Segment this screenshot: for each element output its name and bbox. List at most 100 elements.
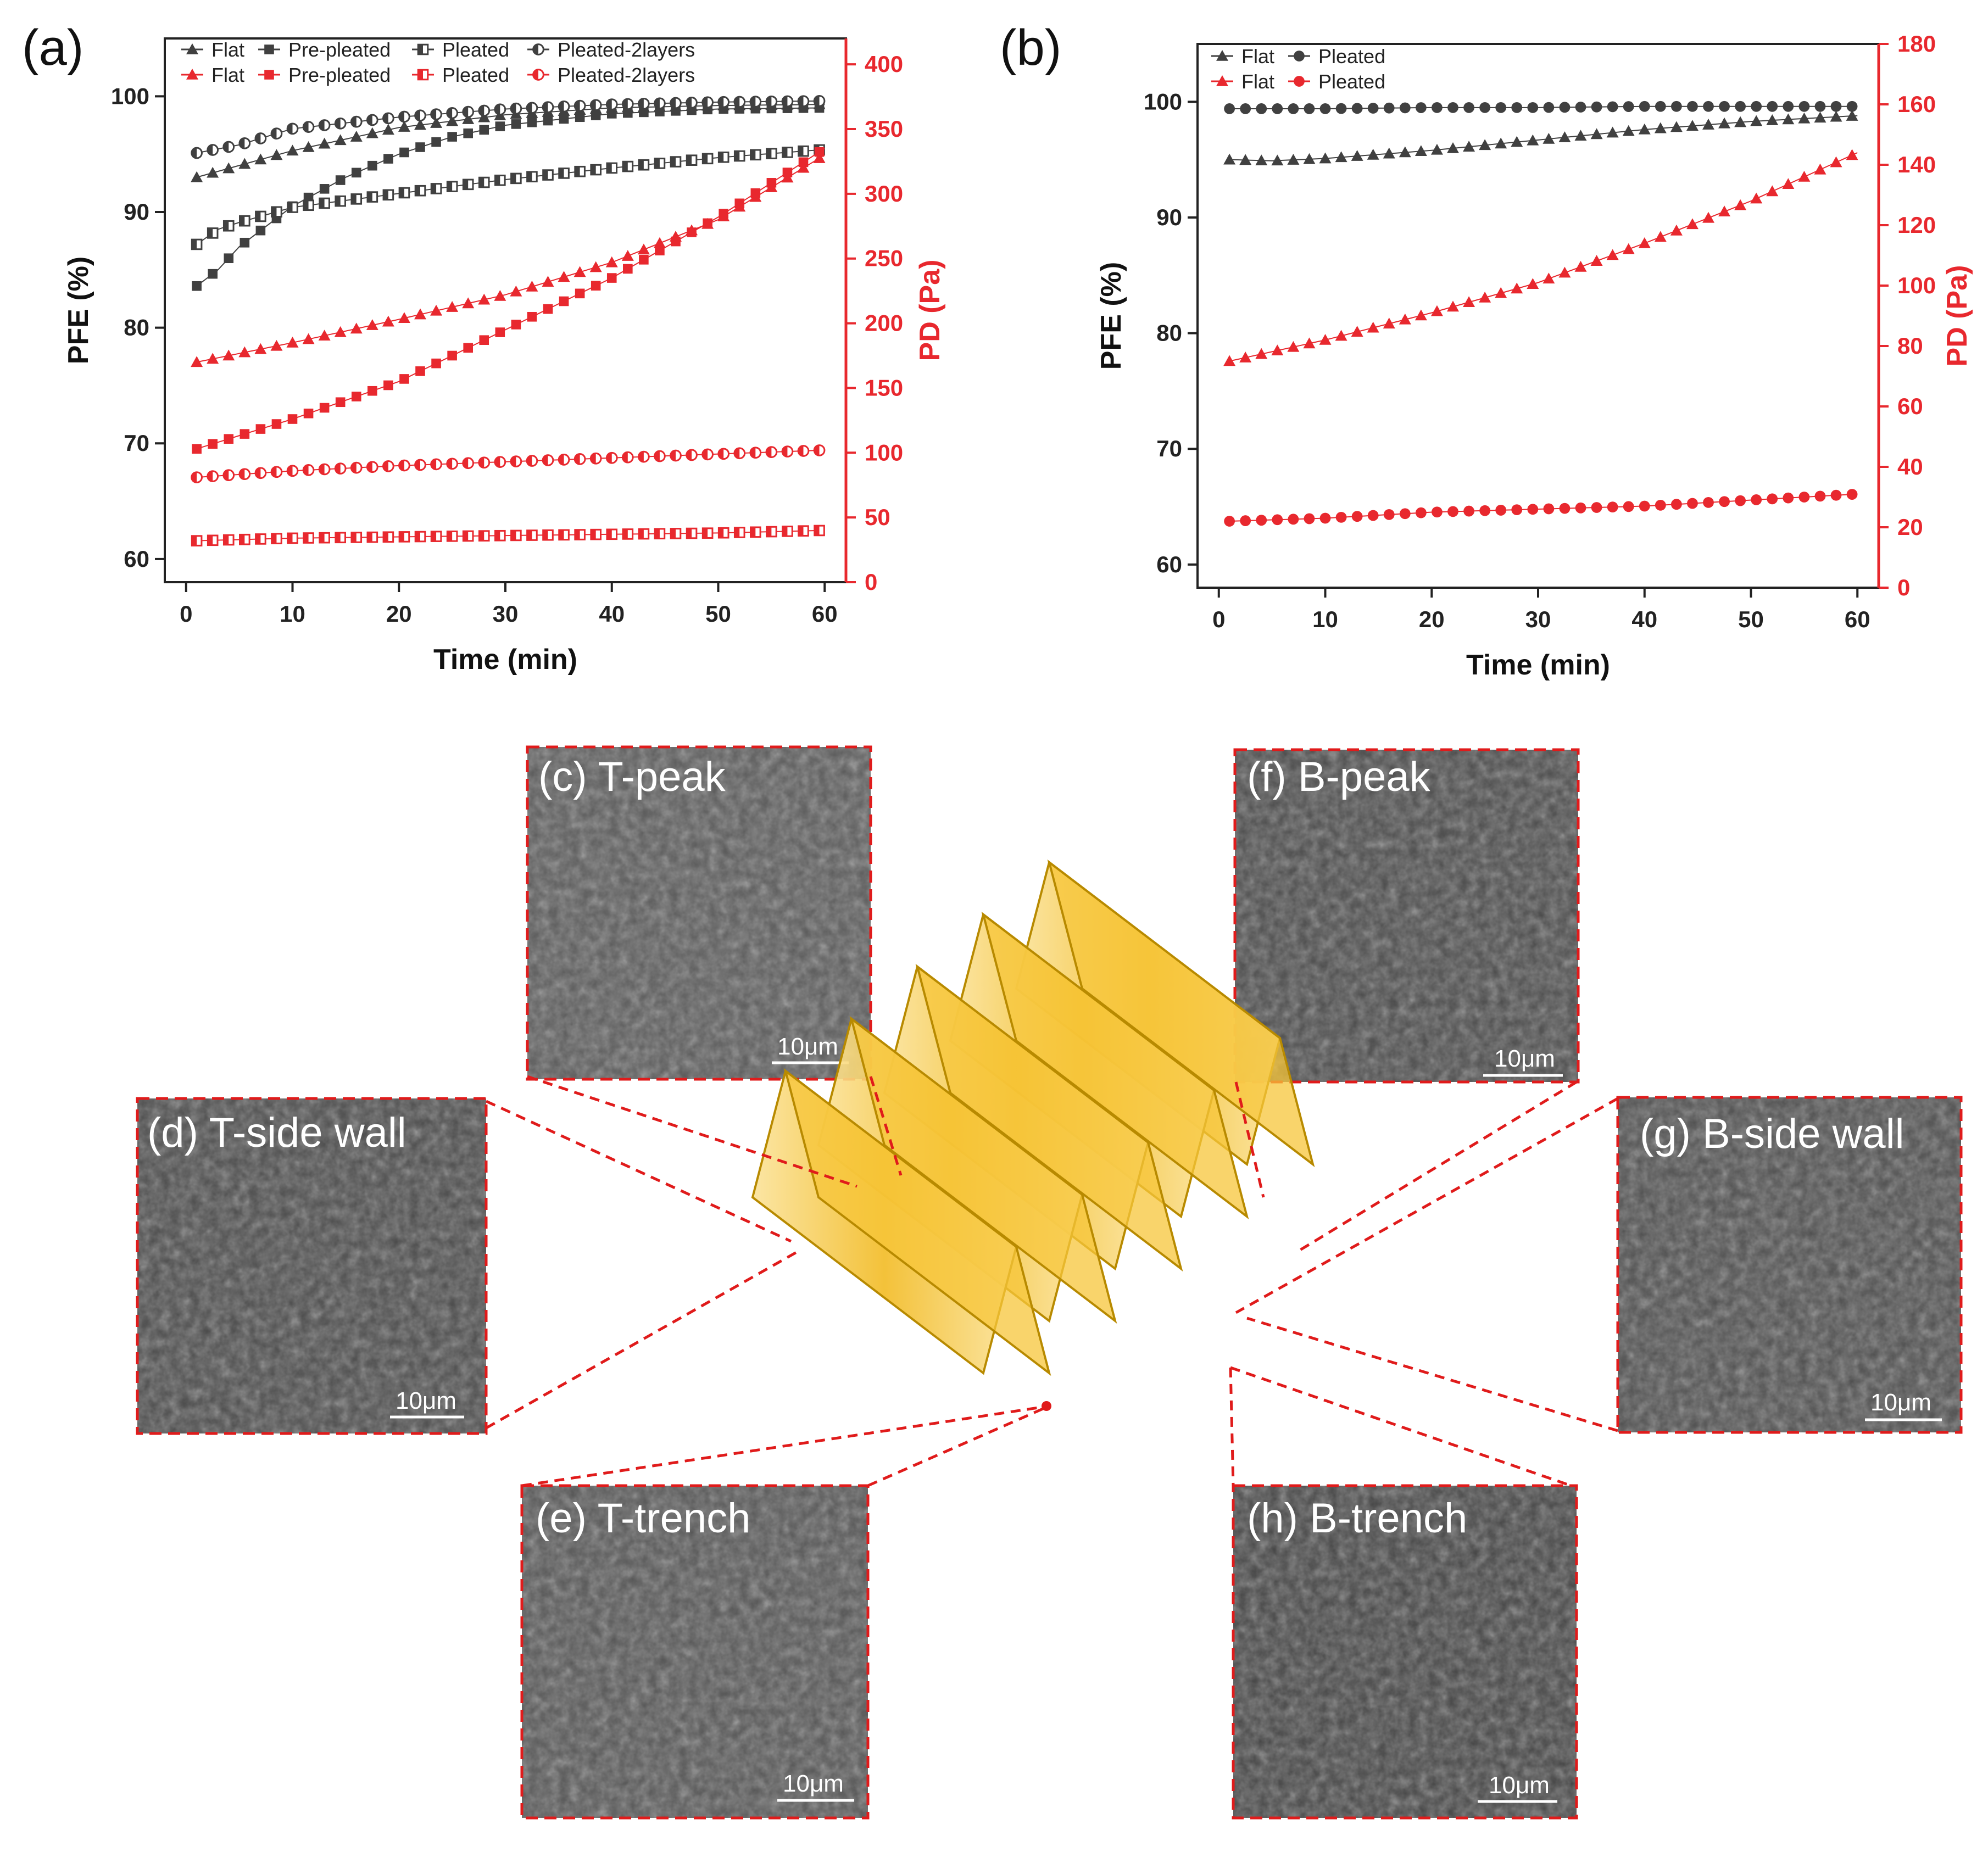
data-point — [222, 349, 235, 361]
x-axis-title-b: Time (min) — [1466, 649, 1610, 681]
data-point — [1638, 237, 1651, 248]
data-point — [589, 261, 602, 272]
data-point — [302, 333, 315, 344]
sem-image-t-side-wall: (d) T-side wall 10μm — [136, 1097, 488, 1435]
data-point — [623, 264, 633, 274]
data-point — [1830, 101, 1842, 112]
x-tick-label: 30 — [1525, 606, 1551, 632]
ticks-b: 0 10 20 30 40 50 60 60 70 80 90 100 0 20 40 60 80 100 120 1… — [1144, 31, 1936, 632]
data-point — [1655, 101, 1666, 112]
data-point — [1750, 115, 1763, 126]
data-point — [1830, 110, 1842, 122]
data-point — [1463, 141, 1475, 152]
y-tick-label: 70 — [1156, 436, 1182, 461]
data-point — [1606, 249, 1619, 260]
data-point — [591, 110, 601, 120]
data-point — [254, 343, 267, 354]
sem-image-t-peak: (c) T-peak 10μm — [526, 745, 872, 1081]
legend-label: Flat — [1241, 45, 1274, 68]
data-point — [1415, 507, 1427, 518]
y2-tick-label: 80 — [1897, 333, 1923, 359]
data-point — [415, 366, 425, 376]
data-point — [399, 147, 409, 158]
data-point — [479, 335, 489, 345]
data-point — [208, 269, 218, 279]
data-point — [222, 162, 235, 174]
data-point — [286, 144, 299, 156]
data-point — [1670, 101, 1682, 112]
data-point — [1288, 103, 1299, 114]
data-point — [238, 158, 251, 169]
y-axis-title-b: PFE (%) — [1095, 262, 1127, 370]
y-tick-label: 100 — [111, 83, 149, 109]
data-point — [1559, 503, 1571, 514]
data-point — [1558, 266, 1571, 278]
y-tick-label: 100 — [1144, 88, 1182, 114]
y2-axis-title-a: PD (Pa) — [914, 260, 946, 361]
data-point — [446, 115, 459, 126]
data-point — [1255, 154, 1268, 166]
y2-tick-label: 100 — [1897, 272, 1936, 298]
data-point — [1447, 300, 1459, 312]
y2-tick-label: 40 — [1897, 454, 1923, 479]
x-tick-label: 60 — [1845, 606, 1870, 632]
data-point — [1846, 489, 1858, 500]
data-point — [1367, 148, 1379, 160]
data-point — [1798, 112, 1811, 124]
data-point — [1830, 489, 1842, 501]
data-point — [366, 127, 378, 138]
sem-label-c: (c) T-peak — [538, 754, 726, 800]
data-point — [1622, 243, 1635, 254]
legend-label: Pleated — [1318, 45, 1385, 68]
data-point — [1383, 147, 1395, 159]
series-line — [1229, 115, 1858, 161]
data-point — [478, 111, 491, 122]
y2-tick-label: 0 — [865, 569, 877, 595]
data-point — [224, 253, 234, 264]
data-point — [1575, 102, 1586, 113]
connector-d — [485, 1100, 792, 1243]
data-point — [1399, 313, 1411, 325]
data-point — [1303, 337, 1316, 349]
series-red-pre-pleated — [192, 147, 825, 454]
data-point — [1734, 199, 1747, 210]
ticks-a: 0 10 20 30 40 50 60 60 70 80 90 100 0 50 100 150 200 250 3… — [111, 51, 903, 627]
data-point — [495, 327, 505, 337]
data-point — [1479, 139, 1491, 150]
data-point — [1351, 511, 1363, 522]
data-point — [1654, 231, 1667, 242]
data-point — [192, 444, 202, 454]
series-red-flat — [191, 152, 826, 367]
data-point — [479, 125, 489, 135]
data-point — [1527, 504, 1539, 515]
series-black-flat — [191, 98, 826, 182]
data-point — [191, 356, 203, 367]
data-point — [1670, 121, 1683, 132]
data-point — [319, 184, 330, 194]
data-point — [1814, 101, 1826, 112]
series-line — [196, 104, 825, 178]
data-point — [447, 350, 457, 361]
data-point — [1783, 101, 1794, 112]
data-point — [1351, 326, 1363, 337]
data-point — [653, 237, 666, 248]
data-point — [1271, 344, 1284, 356]
connector-f — [1234, 1081, 1265, 1198]
x-tick-label: 10 — [1312, 606, 1338, 632]
data-point — [1607, 501, 1618, 513]
legend-label: Pleated — [1318, 70, 1385, 93]
data-point — [1335, 103, 1347, 114]
data-point — [1607, 101, 1618, 113]
data-point — [399, 374, 409, 384]
data-point — [447, 132, 457, 142]
data-point — [1240, 515, 1251, 526]
data-point — [1703, 101, 1714, 112]
data-point — [1511, 136, 1523, 147]
y2-tick-label: 0 — [1897, 574, 1910, 600]
data-point — [1447, 506, 1458, 517]
data-point — [1814, 163, 1826, 175]
data-point — [335, 397, 346, 408]
data-point — [1590, 128, 1603, 140]
sem-image-b-peak: (f) B-peak 10μm — [1233, 748, 1580, 1084]
